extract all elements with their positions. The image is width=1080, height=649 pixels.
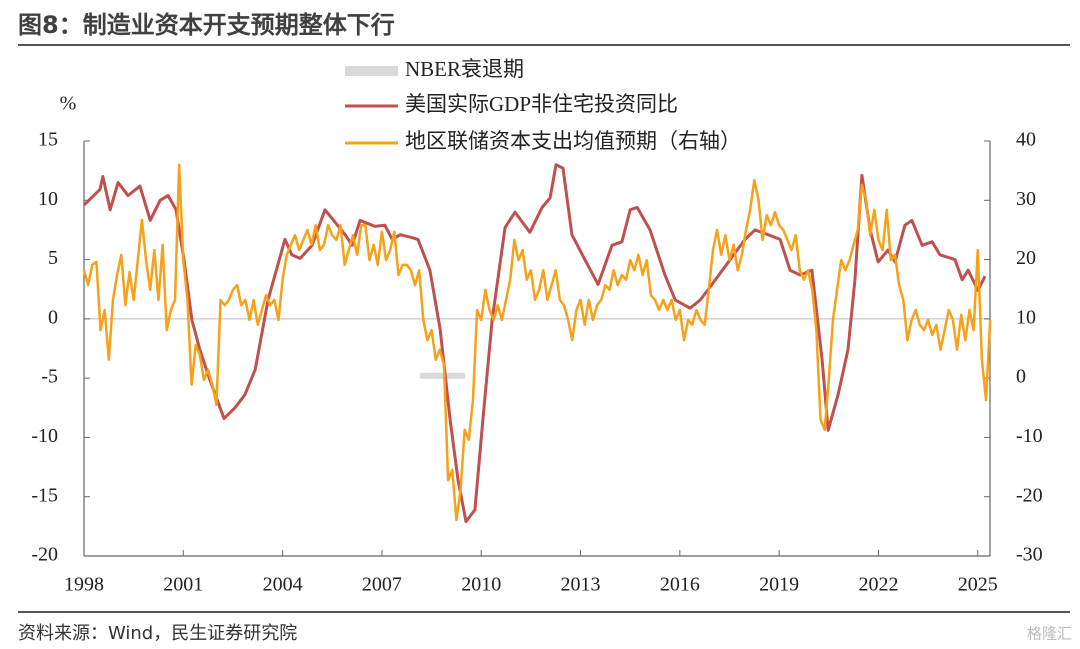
source-note: 资料来源：Wind，民生证券研究院 xyxy=(18,623,297,644)
x-tick-label: 2004 xyxy=(263,574,303,596)
y2-tick-label: 20 xyxy=(1016,247,1036,269)
y2-tick-label: 0 xyxy=(1016,366,1026,388)
x-tick-label: 2022 xyxy=(858,574,898,596)
y-tick-label: -15 xyxy=(31,484,58,506)
x-tick-label: 2016 xyxy=(660,574,700,596)
y-tick-label: 0 xyxy=(48,306,58,328)
x-tick-label: 2019 xyxy=(759,574,799,596)
chart-title: 图8：制造业资本开支预期整体下行 xyxy=(18,11,395,39)
x-tick-label: 2025 xyxy=(958,574,998,596)
x-tick-label: 2013 xyxy=(561,574,601,596)
x-tick-label: 2010 xyxy=(461,574,501,596)
y-tick-label: -20 xyxy=(31,544,58,566)
y-tick-label: 15 xyxy=(38,129,58,151)
watermark: 格隆汇 xyxy=(1027,625,1072,643)
y2-tick-label: -20 xyxy=(1016,484,1043,506)
y2-tick-label: 10 xyxy=(1016,306,1036,328)
y2-tick-label: 30 xyxy=(1016,188,1036,210)
y-tick-label: 10 xyxy=(38,188,58,210)
legend-label: 地区联储资本支出均值预期（右轴） xyxy=(405,129,741,153)
y-tick-label: -5 xyxy=(41,366,58,388)
x-tick-label: 2007 xyxy=(362,574,402,596)
y-tick-label: 5 xyxy=(48,247,58,269)
legend-label: 美国实际GDP非住宅投资同比 xyxy=(405,92,678,116)
series-line xyxy=(82,163,987,524)
y2-tick-label: -30 xyxy=(1016,544,1043,566)
series-line xyxy=(82,163,992,522)
x-tick-label: 2001 xyxy=(163,574,203,596)
y-axis-unit: % xyxy=(60,93,77,115)
y-tick-label: -10 xyxy=(31,425,58,447)
x-tick-label: 1998 xyxy=(64,574,104,596)
y2-tick-label: 40 xyxy=(1016,129,1036,151)
legend-label: NBER衰退期 xyxy=(405,57,524,81)
y2-tick-label: -10 xyxy=(1016,425,1043,447)
